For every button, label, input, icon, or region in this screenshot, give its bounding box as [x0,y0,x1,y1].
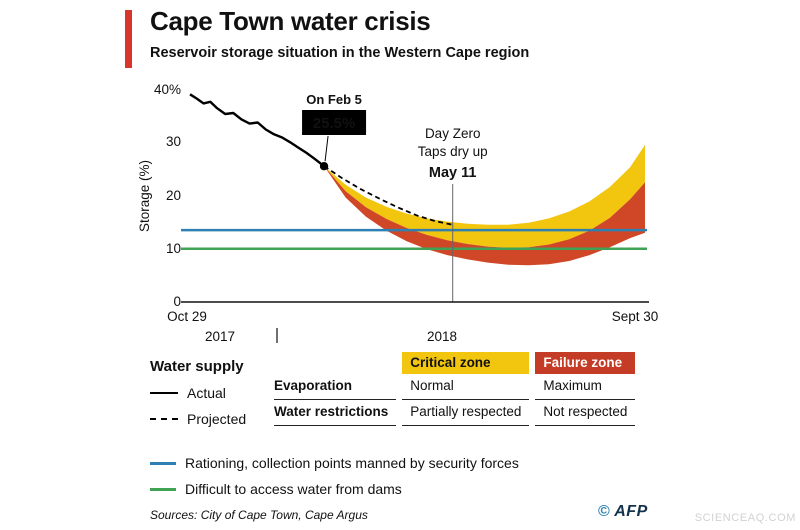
actual-line [189,93,325,168]
y-tick-0: 0 [173,294,181,309]
row-label-evaporation: Evaporation [274,374,397,400]
x-tick-end: Sept 30 [612,309,659,324]
rationing-key-label: Rationing, collection points manned by s… [185,455,519,471]
feb5-marker [319,162,329,171]
y-axis-label: Storage (%) [137,160,152,232]
sources-credit: Sources: City of Cape Town, Cape Argus [150,508,368,522]
zones-header-spacer [274,352,396,374]
page-subtitle: Reservoir storage situation in the Weste… [150,45,530,61]
feb5-annotation-label: On Feb 5 [306,92,362,107]
critical-zone-header: Critical zone [402,352,530,374]
zones-table: Critical zone Failure zone Evaporation N… [268,352,641,426]
afp-logo-text: AFP [614,503,648,520]
feb5-value: 25.5% [313,115,356,132]
dayzero-text-1: Day Zero [425,126,481,141]
dams-key-label: Difficult to access water from dams [185,481,402,497]
projected-line [323,165,453,226]
dayzero-text-3: May 11 [429,165,477,181]
critical-zone-area [324,144,645,248]
zones-header-row: Critical zone Failure zone [274,352,636,374]
actual-key: Actual [150,385,268,401]
y-tick-10: 10 [166,241,181,256]
year-label-2017: 2017 [205,329,235,344]
y-tick-40: 40% [154,82,181,97]
evaporation-critical-cell: Normal [402,374,530,400]
feb5-connector [324,135,329,162]
restrictions-critical-cell: Partially respected [402,400,530,426]
restrictions-failure-cell: Not respected [535,400,636,426]
feb5-value-box [302,110,367,135]
rationing-line-sample [150,461,176,465]
projected-line-sample [150,418,178,420]
afp-logo: © AFP [598,503,648,521]
projected-key: Projected [150,411,268,427]
title-accent-bar [125,10,132,68]
dams-line-sample [150,487,176,491]
storage-chart: On Feb 5 25.5% Day Zero Taps dry up May … [137,82,659,344]
evaporation-row: Evaporation Normal Maximum [274,374,636,400]
page-title: Cape Town water crisis [150,6,431,36]
row-label-water-restrictions: Water restrictions [274,400,397,426]
afp-copyright-symbol: © [598,503,610,520]
x-tick-start: Oct 29 [167,309,207,324]
failure-zone-area [324,166,645,266]
watermark: SCIENCEAQ.COM [694,512,796,524]
water-supply-legend: Water supply Actual Projected [150,358,268,437]
y-tick-20: 20 [166,188,181,203]
failure-zone-header: Failure zone [535,352,636,374]
water-supply-title: Water supply [150,358,244,375]
dayzero-text-2: Taps dry up [418,144,488,159]
actual-line-sample [150,392,178,394]
water-restrictions-row: Water restrictions Partially respected N… [274,400,636,426]
actual-key-label: Actual [187,385,226,401]
dams-key: Difficult to access water from dams [150,481,519,497]
y-tick-30: 30 [166,134,181,149]
rationing-key: Rationing, collection points manned by s… [150,455,519,471]
line-keys: Rationing, collection points manned by s… [150,455,519,507]
evaporation-failure-cell: Maximum [535,374,636,400]
projected-key-label: Projected [187,411,247,427]
year-label-2018: 2018 [427,329,457,344]
